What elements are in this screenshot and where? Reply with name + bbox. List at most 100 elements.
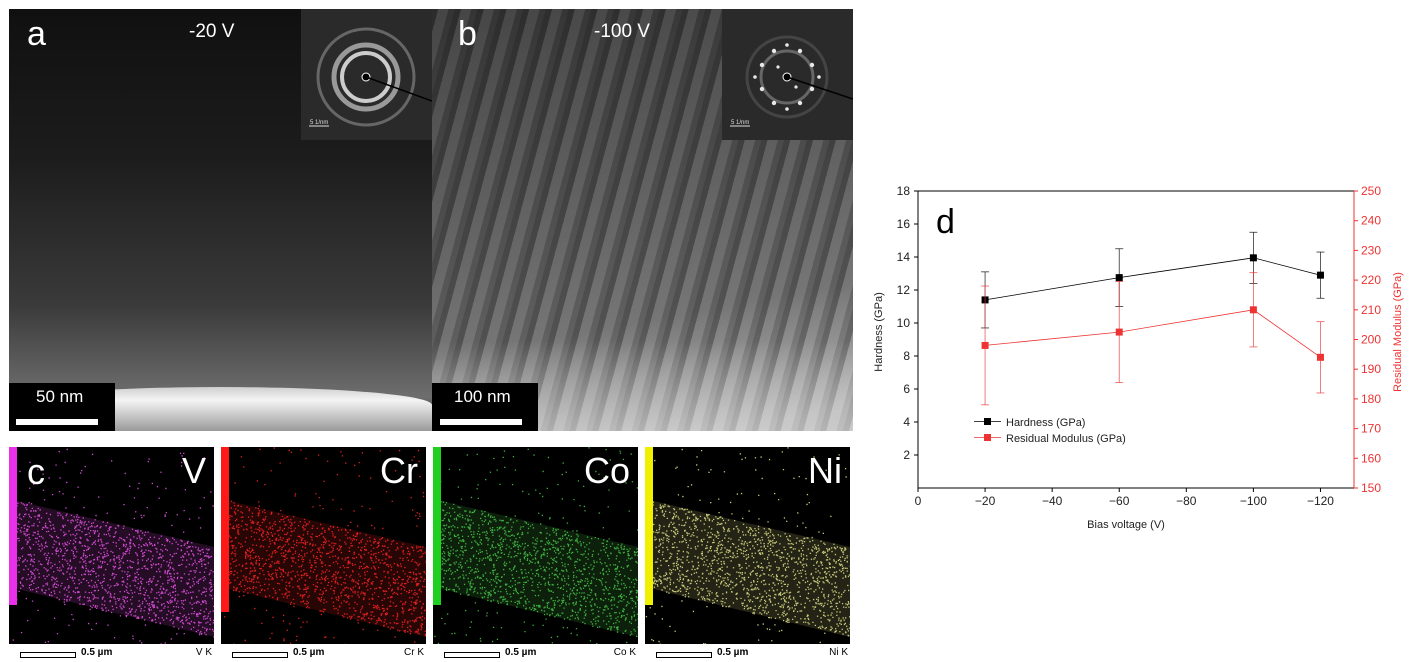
eds-map-ni: Ni — [645, 447, 850, 644]
eds-colorbar-cr — [221, 447, 229, 612]
y-tick-label: 12 — [897, 283, 911, 297]
eds-footer-co: 0.5 µm Co K — [433, 644, 638, 662]
panel-letter-a: a — [27, 15, 46, 53]
scale-bar-box-a: 50 nm — [9, 383, 115, 431]
eds-footer-ni: 0.5 µm Ni K — [645, 644, 850, 662]
eds-dots — [221, 447, 426, 644]
eds-film-band — [645, 499, 850, 637]
y2-tick-label: 150 — [1361, 481, 1381, 495]
bias-voltage-label-b: -100 V — [594, 21, 650, 42]
eds-map-co: Co — [433, 447, 638, 644]
eds-map-cr: Cr — [221, 447, 426, 644]
eds-scale-bar-ni — [656, 652, 712, 658]
legend-label-hardness: Hardness (GPa) — [1006, 417, 1085, 429]
eds-dot-cloud — [221, 447, 426, 644]
y-tick-label: 8 — [903, 349, 910, 363]
x-tick-label: −120 — [1307, 494, 1334, 508]
eds-colorbar-v — [9, 447, 17, 605]
eds-element-cr: Cr — [380, 450, 418, 491]
legend-label-modulus: Residual Modulus (GPa) — [1006, 433, 1126, 445]
eds-colorbar-ni — [645, 447, 653, 605]
y2-tick-label: 230 — [1361, 243, 1381, 257]
eds-scale-label-cr: 0.5 µm — [293, 647, 325, 658]
eds-dots-co — [433, 447, 638, 644]
panel-letter-d: d — [936, 203, 955, 241]
y-tick-label: 16 — [897, 217, 911, 231]
y2-tick-label: 160 — [1361, 451, 1381, 465]
x-tick-label: −40 — [1042, 494, 1063, 508]
y-axis-label: Hardness (GPa) — [873, 292, 885, 371]
scale-bar-box-b: 100 nm — [432, 383, 538, 431]
eds-element-co: Co — [583, 450, 630, 491]
diffraction-spots-b: 5 1/nm — [730, 35, 853, 127]
eds-scale-bar-cr — [232, 652, 288, 658]
scale-bar-label-a: 50 nm — [36, 387, 84, 406]
tem-panel-b: b -100 V 5 1/nm 100 nm — [432, 9, 853, 431]
eds-scale-label-ni: 0.5 µm — [717, 647, 749, 658]
scale-bar-b — [440, 419, 522, 425]
eds-film-band — [433, 499, 638, 637]
data-point — [1249, 306, 1257, 314]
y-tick-label: 4 — [903, 415, 910, 429]
hardness-modulus-chart: 2 4 6 8 10 12 14 16 18 150 160 170 180 190 200 210 220 23… — [873, 184, 1404, 531]
chart-axes: 2 4 6 8 10 12 14 16 18 150 160 170 180 190 200 210 220 23… — [897, 184, 1382, 508]
eds-dots-cr — [221, 447, 426, 644]
eds-element-ni: Ni — [808, 450, 842, 491]
eds-scale-bar-v — [20, 652, 76, 658]
chart-marks — [981, 231, 1325, 406]
eds-line-label-v: V K — [195, 647, 212, 658]
y-tick-label: 2 — [903, 448, 910, 462]
data-point — [1115, 274, 1123, 282]
y2-axis-label: Residual Modulus (GPa) — [1392, 272, 1404, 392]
eds-dots-v — [9, 448, 214, 644]
y2-tick-label: 240 — [1361, 214, 1381, 228]
x-axis-label: Bias voltage (V) — [1087, 519, 1165, 531]
eds-element-v: V — [181, 450, 206, 491]
data-point — [1316, 271, 1324, 279]
y2-tick-label: 220 — [1361, 273, 1381, 287]
data-point — [981, 341, 989, 349]
y2-tick-label: 190 — [1361, 362, 1381, 376]
bias-voltage-label-a: -20 V — [189, 21, 235, 42]
y2-tick-label: 170 — [1361, 422, 1381, 436]
diffraction-inset-a: 5 1/nm — [301, 9, 432, 140]
panel-letter-c: c — [27, 451, 45, 492]
x-tick-label: −100 — [1240, 494, 1267, 508]
y-tick-label: 6 — [903, 382, 910, 396]
eds-dots — [645, 447, 850, 644]
x-tick-label: 0 — [915, 494, 922, 508]
eds-dot-cloud — [645, 447, 850, 644]
x-tick-label: −80 — [1176, 494, 1197, 508]
series-line-1 — [985, 309, 1321, 358]
eds-map-v: c V — [9, 447, 214, 644]
y2-tick-label: 180 — [1361, 392, 1381, 406]
y2-tick-label: 250 — [1361, 184, 1381, 198]
x-tick-label: −20 — [975, 494, 996, 508]
y2-tick-label: 210 — [1361, 303, 1381, 317]
diffraction-inset-b: 5 1/nm — [722, 9, 853, 140]
inset-scale-a: 5 1/nm — [310, 120, 328, 126]
series-line-0 — [985, 257, 1321, 301]
eds-footer-cr: 0.5 µm Cr K — [221, 644, 426, 662]
eds-line-label-ni: Ni K — [829, 647, 848, 658]
eds-dots-ni — [645, 447, 850, 644]
eds-line-label-cr: Cr K — [404, 647, 424, 658]
eds-line-label-co: Co K — [613, 647, 636, 658]
y-tick-label: 10 — [897, 316, 911, 330]
data-point — [1316, 353, 1324, 361]
inset-scale-b: 5 1/nm — [731, 120, 749, 126]
eds-colorbar-co — [433, 447, 441, 605]
eds-scale-label-co: 0.5 µm — [505, 647, 537, 658]
diffraction-rings-a: 5 1/nm — [309, 27, 432, 127]
data-point — [1115, 328, 1123, 336]
eds-film-band — [221, 499, 426, 637]
chart-legend: Hardness (GPa) Residual Modulus (GPa) — [974, 417, 1126, 445]
eds-footer-v: 0.5 µm V K — [9, 644, 214, 662]
eds-scale-bar-co — [444, 652, 500, 658]
scale-bar-a — [16, 419, 98, 425]
eds-film-band — [9, 499, 214, 637]
scale-bar-label-b: 100 nm — [454, 387, 511, 406]
tem-panel-a: a -20 V 5 1/nm 50 nm — [9, 9, 432, 431]
eds-scale-label-v: 0.5 µm — [81, 647, 113, 658]
panel-letter-b: b — [458, 15, 477, 53]
